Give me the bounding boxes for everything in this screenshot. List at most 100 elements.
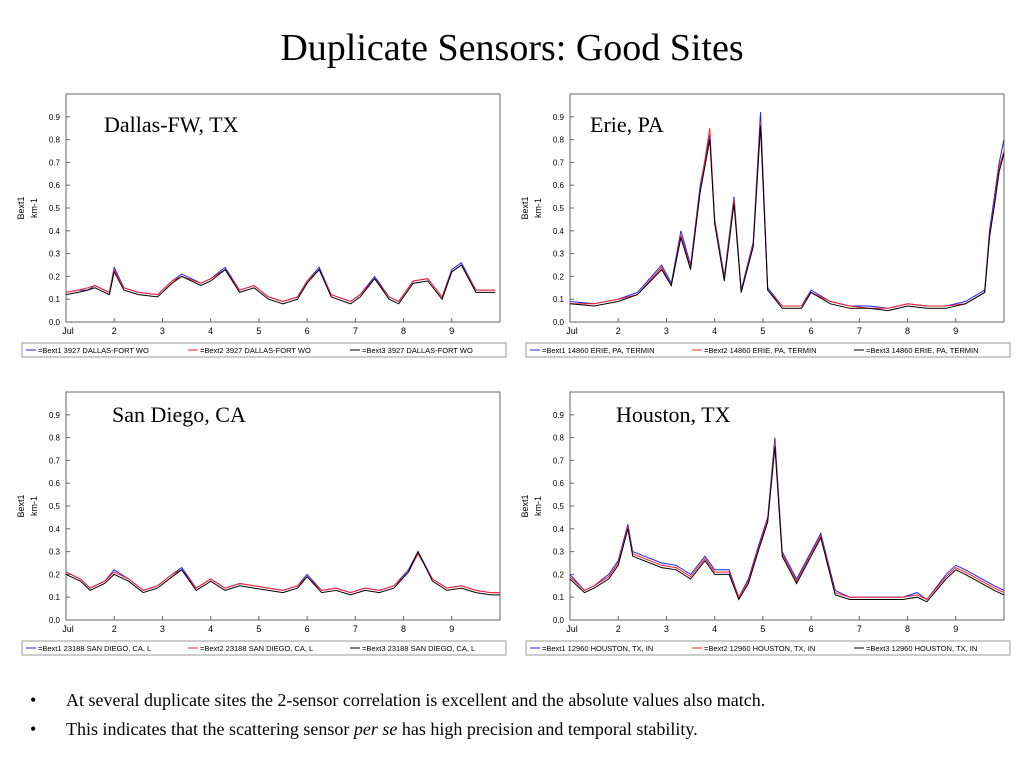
y-tick-label: 0.2 xyxy=(553,272,565,281)
y-tick-label: 0.5 xyxy=(49,204,61,213)
x-tick-label: 8 xyxy=(401,326,406,336)
y-axis-unit: km-1 xyxy=(533,496,543,516)
y-tick-label: 0.1 xyxy=(49,593,61,602)
legend-entry: =Bext1 3927 DALLAS-FORT WO xyxy=(38,346,149,355)
x-tick-label: 2 xyxy=(112,624,117,634)
y-tick-label: 0.5 xyxy=(49,502,61,511)
x-tick-label: 5 xyxy=(256,326,261,336)
y-tick-label: 0.0 xyxy=(49,616,61,625)
plot-area xyxy=(65,93,501,323)
chart-title: San Diego, CA xyxy=(112,402,246,427)
y-tick-label: 0.5 xyxy=(553,204,565,213)
series-line-bext2 xyxy=(65,264,496,303)
y-tick-label: 0.7 xyxy=(553,158,565,167)
x-tick-label: 5 xyxy=(256,624,261,634)
bullet-list: • At several duplicate sites the 2-sensor… xyxy=(30,686,1010,744)
chart-panel-san-diego: 0.0 0.1 0.2 0.3 0.4 0.5 0.6 0.7 0.8 0.9 Jul 2 3 4 5 6 7 8… xyxy=(10,386,520,686)
legend-entry: =Bext1 23188 SAN DIEGO, CA, L xyxy=(38,644,151,653)
y-tick-label: 0.0 xyxy=(553,318,565,327)
x-tick-label: 2 xyxy=(616,624,621,634)
bullet-dot-icon: • xyxy=(30,690,37,710)
y-tick-label: 0.2 xyxy=(553,570,565,579)
y-axis-label: Bext1 xyxy=(520,494,530,517)
plot-area xyxy=(569,391,1005,621)
y-tick-label: 0.1 xyxy=(49,295,61,304)
x-tick-label: 4 xyxy=(208,624,213,634)
legend-entry: =Bext2 3927 DALLAS-FORT WO xyxy=(200,346,311,355)
y-tick-label: 0.2 xyxy=(49,272,61,281)
legend-entry: =Bext3 12960 HOUSTON, TX, IN xyxy=(866,644,977,653)
x-tick-label: 4 xyxy=(712,326,717,336)
legend-entry: =Bext1 12960 HOUSTON, TX, IN xyxy=(542,644,653,653)
y-tick-label: 0.6 xyxy=(49,479,61,488)
x-tick-label: 6 xyxy=(305,326,310,336)
y-tick-label: 0.9 xyxy=(49,411,61,420)
y-axis-label: Bext1 xyxy=(520,196,530,219)
legend-entry: =Bext3 14860 ERIE, PA, TERMIN xyxy=(866,346,978,355)
chart-svg-houston: 0.0 0.1 0.2 0.3 0.4 0.5 0.6 0.7 0.8 0.9 Jul 2 3 4 5 6 7 8… xyxy=(520,391,1011,656)
y-tick-label: 0.1 xyxy=(553,295,565,304)
y-tick-label: 0.9 xyxy=(553,113,565,122)
y-tick-label: 0.4 xyxy=(49,227,61,236)
y-tick-label: 0.7 xyxy=(49,158,61,167)
plot-area xyxy=(65,391,501,621)
legend-entry: =Bext3 23188 SAN DIEGO, CA, L xyxy=(362,644,475,653)
x-tick-label: 5 xyxy=(760,624,765,634)
x-tick-label: 4 xyxy=(712,624,717,634)
legend-box xyxy=(525,640,1011,656)
y-tick-label: 0.6 xyxy=(553,181,565,190)
x-tick-label: 4 xyxy=(208,326,213,336)
y-tick-label: 0.8 xyxy=(49,434,61,443)
x-tick-label: 5 xyxy=(760,326,765,336)
chart-svg-dallas: 0.0 0.1 0.2 0.3 0.4 0.5 0.6 0.7 0.8 0.9 Jul 2 3 4 5 6 7 8… xyxy=(16,93,507,358)
x-tick-label: 8 xyxy=(401,624,406,634)
y-axis-unit: km-1 xyxy=(29,198,39,218)
x-tick-label: 9 xyxy=(449,624,454,634)
plot-area xyxy=(569,93,1005,323)
y-tick-label: 0.9 xyxy=(49,113,61,122)
legend-entry: =Bext2 14860 ERIE, PA, TERMIN xyxy=(704,346,816,355)
bullet-dot-icon: • xyxy=(30,719,37,739)
series-line-bext3 xyxy=(569,446,1005,603)
y-tick-label: 0.7 xyxy=(553,456,565,465)
y-tick-label: 0.5 xyxy=(553,502,565,511)
x-tick-label: Jul xyxy=(62,326,74,336)
series-line-bext3 xyxy=(65,550,500,596)
x-tick-label: Jul xyxy=(62,624,74,634)
x-tick-label: Jul xyxy=(566,326,578,336)
y-tick-label: 0.8 xyxy=(49,136,61,145)
y-tick-label: 0.0 xyxy=(49,318,61,327)
legend-entry: =Bext3 3927 DALLAS-FORT WO xyxy=(362,346,473,355)
x-tick-label: 7 xyxy=(857,624,862,634)
chart-panel-erie: 0.0 0.1 0.2 0.3 0.4 0.5 0.6 0.7 0.8 0.9 Jul 2 3 4 5 6 7 8… xyxy=(514,88,1024,388)
y-tick-label: 0.6 xyxy=(49,181,61,190)
x-tick-label: 9 xyxy=(953,624,958,634)
x-tick-label: 2 xyxy=(112,326,117,336)
bullet-item: • At several duplicate sites the 2-sensor… xyxy=(30,686,1010,715)
x-tick-label: 9 xyxy=(449,326,454,336)
y-tick-label: 0.8 xyxy=(553,434,565,443)
y-axis-unit: km-1 xyxy=(533,198,543,218)
x-tick-label: 7 xyxy=(857,326,862,336)
x-tick-label: Jul xyxy=(566,624,578,634)
x-tick-label: 3 xyxy=(664,326,669,336)
chart-svg-san-diego: 0.0 0.1 0.2 0.3 0.4 0.5 0.6 0.7 0.8 0.9 Jul 2 3 4 5 6 7 8… xyxy=(16,391,507,656)
x-tick-label: 7 xyxy=(353,624,358,634)
y-tick-label: 0.4 xyxy=(553,525,565,534)
legend-entry: =Bext1 14860 ERIE, PA, TERMIN xyxy=(542,346,654,355)
x-tick-label: 3 xyxy=(664,624,669,634)
slide-title: Duplicate Sensors: Good Sites xyxy=(280,27,744,69)
y-tick-label: 0.3 xyxy=(553,250,565,259)
chart-svg-erie: 0.0 0.1 0.2 0.3 0.4 0.5 0.6 0.7 0.8 0.9 Jul 2 3 4 5 6 7 8… xyxy=(520,93,1011,358)
y-tick-label: 0.6 xyxy=(553,479,565,488)
chart-panel-houston: 0.0 0.1 0.2 0.3 0.4 0.5 0.6 0.7 0.8 0.9 Jul 2 3 4 5 6 7 8… xyxy=(514,386,1024,686)
x-tick-label: 6 xyxy=(809,326,814,336)
legend-entry: =Bext2 23188 SAN DIEGO, CA, L xyxy=(200,644,313,653)
y-axis-label: Bext1 xyxy=(16,196,26,219)
y-tick-label: 0.3 xyxy=(49,548,61,557)
x-tick-label: 2 xyxy=(616,326,621,336)
y-tick-label: 0.9 xyxy=(553,411,565,420)
x-tick-label: 3 xyxy=(160,326,165,336)
legend-box xyxy=(21,640,507,656)
y-tick-label: 0.8 xyxy=(553,136,565,145)
